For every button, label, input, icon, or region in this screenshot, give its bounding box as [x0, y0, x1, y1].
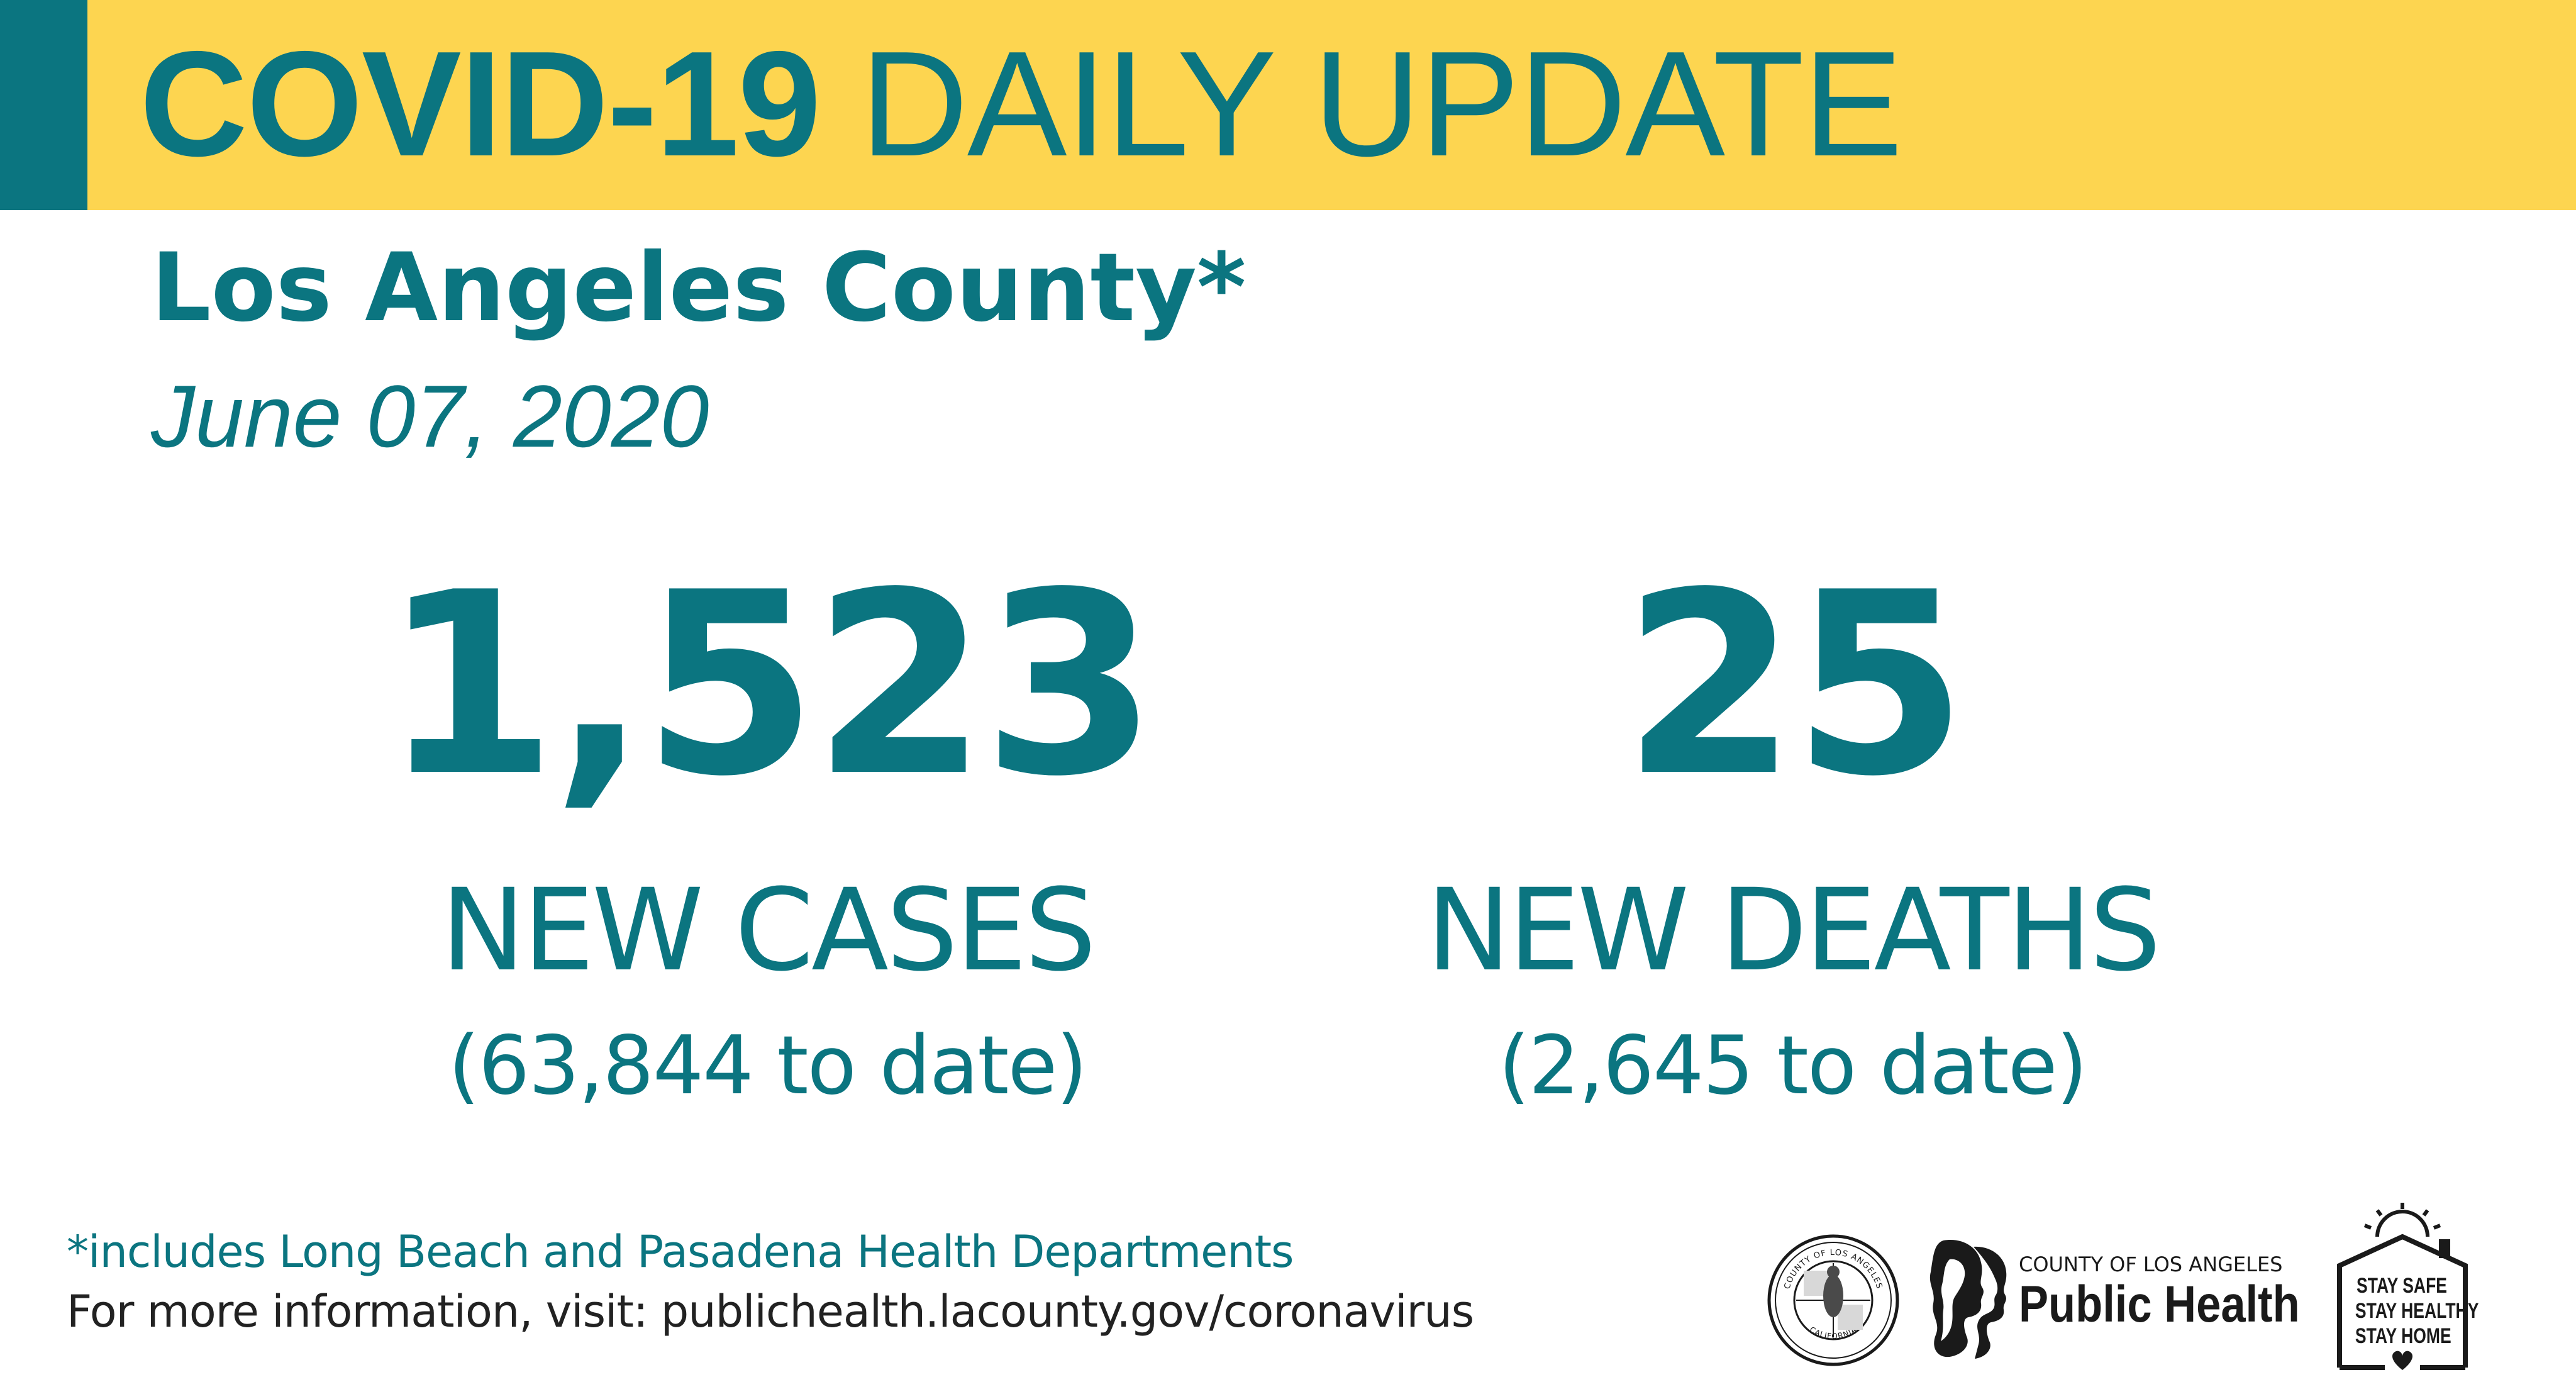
cases-to-date: (63,844 to date)	[448, 1019, 1087, 1113]
more-info-line: For more information, visit: publichealt…	[67, 1286, 1474, 1337]
county-seal-icon: COUNTY OF LOS ANGELES CALIFORNIA	[1767, 1234, 1899, 1366]
banner-title: COVID-19 DAILY UPDATE	[140, 21, 1903, 187]
public-health-profiles-icon	[1929, 1240, 2007, 1359]
stay-safe-line: STAY SAFE	[2357, 1274, 2447, 1298]
stay-safe-logo: STAY SAFE STAY HEALTHY STAY HOME	[2333, 1200, 2479, 1371]
footnote: *includes Long Beach and Pasadena Health…	[67, 1226, 1294, 1278]
deaths-to-date: (2,645 to date)	[1498, 1019, 2088, 1113]
new-cases-label: NEW CASES	[440, 865, 1097, 996]
public-health-text: Public Health	[2019, 1276, 2300, 1333]
new-deaths-number: 25	[1622, 539, 1968, 832]
house-sun-icon	[2337, 1203, 2468, 1370]
stay-safe-text: STAY SAFE STAY HEALTHY STAY HOME	[2355, 1273, 2479, 1349]
title-banner: COVID-19 DAILY UPDATE	[0, 0, 2576, 210]
banner-accent-bar	[0, 0, 87, 210]
banner-title-bold: COVID-19	[140, 21, 821, 187]
public-health-logo: COUNTY OF LOS ANGELES Public Health	[1924, 1234, 2308, 1360]
stay-healthy-line: STAY HEALTHY	[2355, 1299, 2479, 1323]
stay-home-line: STAY HOME	[2355, 1324, 2451, 1348]
new-deaths-label: NEW DEATHS	[1426, 865, 2162, 996]
update-date: June 07, 2020	[151, 367, 709, 465]
public-health-county-text: COUNTY OF LOS ANGELES	[2019, 1252, 2283, 1276]
new-cases-number: 1,523	[382, 539, 1157, 832]
banner-title-light: DAILY UPDATE	[860, 21, 1903, 187]
county-heading: Los Angeles County*	[151, 233, 1246, 343]
